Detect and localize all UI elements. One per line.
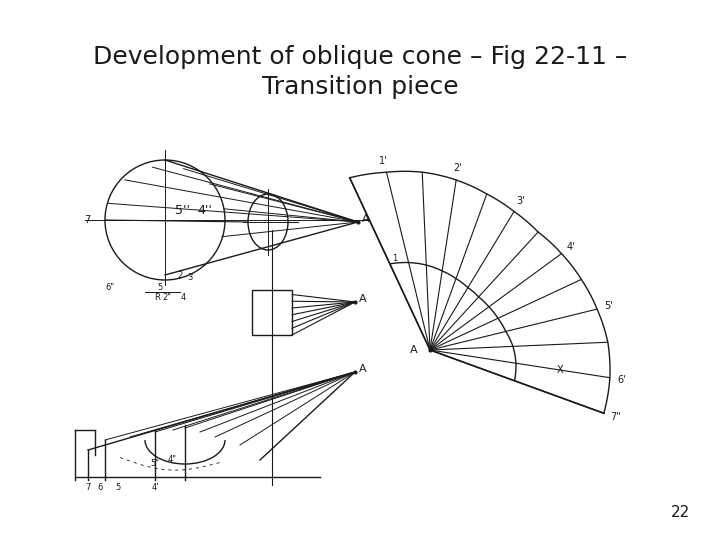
Text: 5": 5" — [150, 460, 160, 469]
Text: 3: 3 — [187, 273, 193, 282]
Text: 5'': 5'' — [175, 204, 190, 217]
Text: 3': 3' — [516, 196, 525, 206]
Text: 2": 2" — [163, 294, 171, 302]
Bar — [252, 290, 292, 335]
Text: 7: 7 — [85, 483, 91, 491]
Text: 7": 7" — [610, 413, 621, 422]
Text: 2: 2 — [177, 271, 183, 280]
Text: A: A — [362, 214, 370, 224]
Text: 6': 6' — [618, 375, 626, 384]
Text: 1': 1' — [379, 156, 388, 166]
Text: A: A — [359, 364, 366, 374]
Text: 4': 4' — [567, 241, 575, 252]
Text: 22: 22 — [671, 505, 690, 520]
Text: Development of oblique cone – Fig 22-11 –
Transition piece: Development of oblique cone – Fig 22-11 … — [93, 45, 627, 99]
Text: 6: 6 — [97, 483, 103, 491]
Text: 7: 7 — [84, 215, 90, 225]
Text: 5: 5 — [158, 284, 163, 293]
Text: X: X — [557, 365, 563, 375]
Text: 1: 1 — [392, 254, 397, 264]
Text: 4: 4 — [181, 294, 186, 302]
Text: 5: 5 — [115, 483, 121, 491]
Text: 4'': 4'' — [197, 204, 212, 217]
Text: 4': 4' — [151, 483, 158, 491]
Text: 6": 6" — [105, 284, 114, 293]
Text: 5': 5' — [604, 301, 613, 311]
Text: 2': 2' — [454, 163, 462, 173]
Text: A: A — [410, 345, 418, 355]
Text: 4": 4" — [168, 456, 176, 464]
Text: R: R — [154, 294, 160, 302]
Text: A: A — [359, 294, 366, 304]
